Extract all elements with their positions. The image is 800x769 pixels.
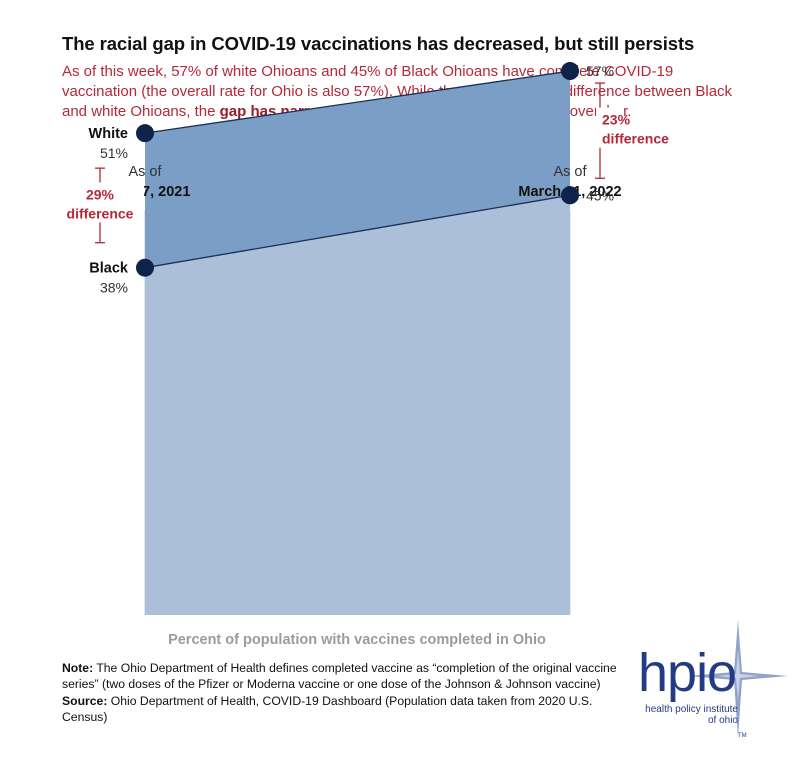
gap-left-value: 29% xyxy=(86,186,115,202)
x-axis-label: Percent of population with vaccines comp… xyxy=(168,632,546,648)
slope-chart: As of Nov. 17, 2021 As of March 31, 2022… xyxy=(56,62,670,648)
source-label: Source: xyxy=(62,693,108,708)
logo-trademark: TM xyxy=(738,733,747,739)
compass-star-icon xyxy=(688,620,788,738)
gap-area xyxy=(145,71,570,268)
chart-title: The racial gap in COVID-19 vaccinations … xyxy=(62,33,695,54)
series-name-white: White xyxy=(89,126,128,142)
date-left-prefix: As of xyxy=(128,164,162,180)
gap-bracket-left: 29% difference xyxy=(56,167,144,244)
logo-tagline-2: of ohio xyxy=(707,715,738,726)
white-point-mar xyxy=(561,62,579,81)
gap-left-caption: difference xyxy=(67,205,134,221)
note-line: Note: The Ohio Department of Health defi… xyxy=(62,660,622,693)
hpio-logo: hpio health policy institute of ohio TM xyxy=(618,620,788,760)
series-name-black: Black xyxy=(89,261,129,277)
gap-bracket-right: 23% difference xyxy=(595,82,669,179)
note-label: Note: xyxy=(62,661,94,675)
black-label-nov: 38% xyxy=(100,280,128,296)
source-line: Source: Ohio Department of Health, COVID… xyxy=(62,693,622,726)
gap-right-value: 23% xyxy=(602,112,631,128)
black-series-line xyxy=(144,194,571,269)
black-point-nov xyxy=(136,258,154,277)
black-point-mar xyxy=(561,186,579,205)
white-label-nov: 51% xyxy=(100,145,128,161)
logo-tagline-1: health policy institute xyxy=(645,704,738,715)
black-rate-area xyxy=(145,195,570,615)
gap-right-caption: difference xyxy=(602,131,669,147)
white-point-nov xyxy=(136,124,154,143)
footnote: Note: The Ohio Department of Health defi… xyxy=(62,660,622,725)
black-label-mar: 45% xyxy=(586,187,614,203)
source-text: Ohio Department of Health, COVID-19 Dash… xyxy=(62,693,593,724)
white-label-mar: 57% xyxy=(586,63,614,79)
logo-wordmark: hpio xyxy=(638,643,737,703)
logo-tagline: health policy institute of ohio xyxy=(626,704,738,726)
white-series-line xyxy=(144,70,571,134)
note-text: The Ohio Department of Health defines co… xyxy=(62,661,617,692)
date-right-prefix: As of xyxy=(553,164,587,180)
